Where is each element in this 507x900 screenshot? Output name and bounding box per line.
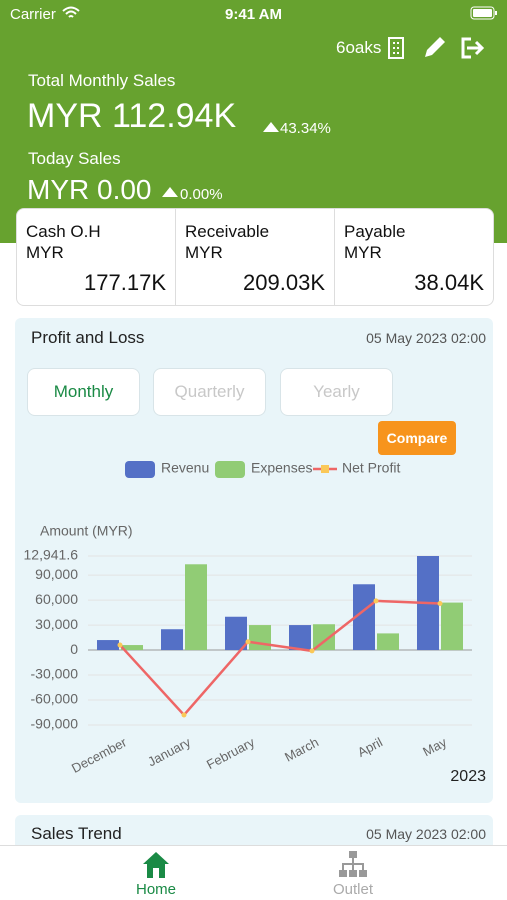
legend-swatch [125,461,155,478]
line-point [181,712,187,718]
bar [289,625,311,651]
bar [161,629,183,651]
total-label: Total Monthly Sales [28,71,176,90]
total-change: 43.34% [280,120,331,137]
legend-label: Expenses [251,460,312,476]
bar [249,625,271,651]
today-change: 0.00% [180,186,223,203]
panel-date: 05 May 2023 02:00 [366,826,486,842]
bar [377,633,399,651]
total-value: MYR 112.94K [27,97,237,135]
wifi-icon [62,6,80,18]
card-currency: MYR [344,243,382,262]
card-currency: MYR [26,243,64,262]
line-point [117,642,123,648]
y-tick-label: 60,000 [35,591,78,607]
tab-button[interactable]: Quarterly [153,368,266,416]
y-tick-label: -30,000 [31,666,79,682]
card-value: 38.04K [414,270,484,295]
bar [313,624,335,651]
chart: 12,941.6 90,000 60,000 30,000 0 -30,000 -60,00… [24,460,487,786]
tab-label[interactable]: Home [135,881,176,898]
time: 9:41 AM [225,6,282,23]
card-label: Payable [344,222,406,241]
home-icon[interactable] [141,850,171,880]
tab-label[interactable]: Outlet [332,881,374,898]
tab-bar [0,845,507,900]
y-tick-label: 90,000 [35,566,78,582]
up-arrow [263,122,279,132]
outlet-icon[interactable] [338,850,368,880]
bar [121,645,143,651]
today-label: Today Sales [28,149,121,168]
legend-label: Revenu [161,460,209,476]
compare-button[interactable]: Compare [378,421,456,455]
line-point [245,639,251,645]
tab-button[interactable]: Yearly [280,368,393,416]
y-tick-label: 12,941.6 [24,547,79,563]
panel-title: Profit and Loss [31,328,145,347]
legend-label: Net Profit [342,460,400,476]
line-point [373,598,379,604]
today-value: MYR 0.00 [27,174,152,205]
x-tick-label: December [69,734,130,776]
up-arrow [162,187,178,197]
y-tick-label: -60,000 [31,691,79,707]
y-axis-title: Amount (MYR) [40,523,133,539]
card-currency: MYR [185,243,223,262]
header-bg [0,0,507,243]
bar [185,564,207,651]
panel-title: Sales Trend [31,824,122,843]
y-tick-label: 30,000 [35,616,78,632]
legend-swatch [215,461,245,478]
card-value: 209.03K [243,270,325,295]
card-divider [334,209,335,305]
legend-point [321,465,329,473]
card-label: Cash O.H [26,222,101,241]
x-tick-label: May [420,734,449,759]
x-tick-label: April [355,734,385,760]
card-divider [175,209,176,305]
line-point [437,600,443,606]
bar [225,616,247,651]
panel-date: 05 May 2023 02:00 [366,330,486,346]
x-tick-label: March [282,734,321,764]
bar [353,584,375,651]
carrier: Carrier [10,6,56,23]
card-label: Receivable [185,222,270,241]
line-point [309,648,315,654]
x-tick-label: January [145,734,193,769]
outlet-name[interactable]: 6oaks [336,38,382,57]
header-icons [388,37,485,59]
cards-box [16,208,494,306]
x-tick-label: February [204,734,257,772]
x-axis-label: 2023 [450,768,486,785]
bar [97,640,119,651]
bar [441,602,463,651]
y-tick-label: 0 [70,641,78,657]
card-value: 177.17K [84,270,166,295]
battery-icon [470,6,497,20]
tab-button[interactable]: Monthly [27,368,140,416]
y-tick-label: -90,000 [31,716,79,732]
net-profit-line [119,599,441,717]
